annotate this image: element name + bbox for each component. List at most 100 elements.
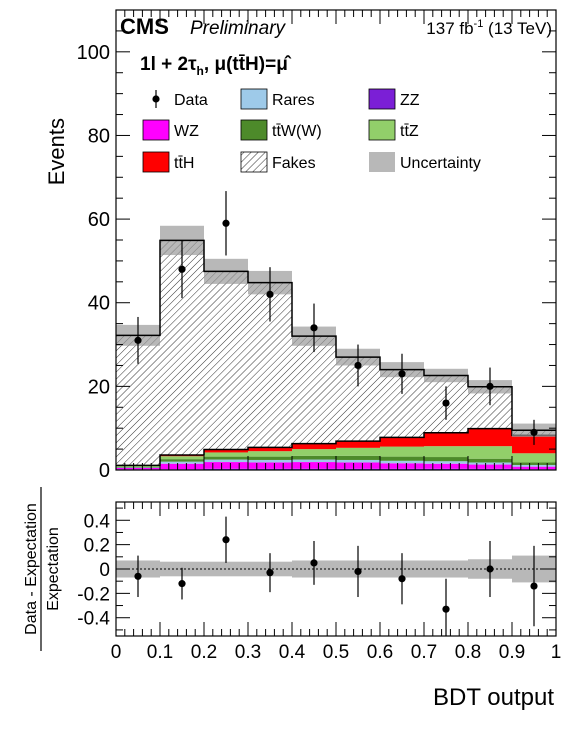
legend-entry-fakes: Fakes bbox=[240, 151, 316, 173]
bar-wz bbox=[160, 463, 204, 470]
legend-swatch bbox=[240, 151, 268, 173]
ratio-point bbox=[310, 559, 318, 567]
ratio-y-tick-label: -0.2 bbox=[77, 584, 110, 605]
experiment-label: CMS bbox=[120, 14, 169, 39]
main-axes: 0 20 40 60 80 100 bbox=[77, 9, 557, 482]
bar-zz bbox=[336, 468, 380, 470]
channel-label: 1l + 2τh, μ(tt̄H)=μ̂ bbox=[140, 54, 292, 78]
bar-fakes bbox=[292, 336, 336, 444]
legend-swatch bbox=[368, 119, 396, 141]
ratio-uncertainty-band bbox=[424, 560, 468, 578]
ratio-y-tick-label: 0.2 bbox=[84, 536, 110, 557]
bar-ttw bbox=[248, 456, 292, 460]
bar-zz bbox=[204, 468, 248, 470]
x-tick-label: 0.9 bbox=[499, 642, 525, 663]
bar-wz bbox=[292, 462, 336, 469]
bar-ttw bbox=[424, 457, 468, 462]
data-point bbox=[134, 336, 142, 344]
bar-ttw bbox=[116, 466, 160, 468]
x-tick-label: 0.6 bbox=[367, 642, 393, 663]
legend-swatch bbox=[240, 119, 268, 141]
ratio-y-tick-label: 0.4 bbox=[84, 511, 111, 532]
bar-ttw bbox=[160, 459, 204, 462]
legend-entry-wz: WZ bbox=[142, 119, 199, 141]
bar-rares bbox=[336, 459, 380, 463]
legend-label: tt̄W(W) bbox=[272, 123, 322, 140]
data-point bbox=[354, 361, 362, 370]
y-tick-label: 0 bbox=[99, 460, 110, 482]
bar-rares bbox=[204, 459, 248, 463]
legend-swatch bbox=[368, 88, 396, 110]
x-axis-title: BDT output bbox=[433, 684, 554, 711]
data-point bbox=[266, 290, 274, 298]
legend-entry-zz: ZZ bbox=[368, 88, 420, 110]
legend-label: Uncertainty bbox=[400, 155, 481, 172]
bar-ttz bbox=[248, 451, 292, 457]
legend-entry-unc: Uncertainty bbox=[369, 152, 481, 172]
bar-rares bbox=[512, 464, 556, 467]
data-point bbox=[442, 399, 450, 407]
signal-outline bbox=[116, 427, 556, 467]
bar-ttz bbox=[160, 456, 204, 460]
bar-rares bbox=[424, 461, 468, 464]
x-tick-label: 0.3 bbox=[235, 642, 261, 663]
legend-entry-ttz: tt̄Z bbox=[368, 119, 419, 141]
ratio-point bbox=[442, 605, 450, 613]
ratio-point bbox=[354, 567, 362, 576]
ratio-point bbox=[134, 572, 142, 580]
bar-ttz bbox=[204, 452, 248, 457]
bar-wz bbox=[204, 462, 248, 469]
bar-fakes bbox=[204, 271, 248, 450]
legend-swatch bbox=[240, 88, 268, 110]
data-point bbox=[486, 382, 494, 390]
bar-wz bbox=[512, 466, 556, 470]
bar-ttz bbox=[380, 446, 424, 457]
total-outline bbox=[116, 239, 556, 432]
bar-wz bbox=[336, 462, 380, 469]
bar-ttz bbox=[424, 446, 468, 458]
legend-label: Fakes bbox=[272, 155, 316, 172]
bar-ttz bbox=[336, 447, 380, 456]
luminosity-label: 137 fb-1 (13 TeV) bbox=[426, 18, 552, 38]
ratio-y-tick-label: -0.4 bbox=[77, 609, 110, 630]
ratio-y-tick-label: 0 bbox=[99, 560, 110, 581]
svg-text:Expectation: Expectation bbox=[45, 527, 62, 611]
y-tick-label: 20 bbox=[88, 376, 110, 398]
bar-ttz bbox=[116, 465, 160, 467]
y-axis-title: Events bbox=[44, 118, 69, 185]
ratio-point bbox=[178, 580, 186, 588]
legend-label: tt̄H bbox=[174, 155, 194, 172]
ratio-y-axis-title: Data - Expectation Expectation bbox=[23, 487, 62, 651]
y-tick-label: 60 bbox=[88, 209, 110, 231]
legend-entry-rares: Rares bbox=[240, 88, 315, 110]
bar-ttz bbox=[512, 453, 556, 463]
bar-zz bbox=[380, 468, 424, 470]
bar-zz bbox=[292, 468, 336, 470]
data-point bbox=[222, 219, 230, 227]
bar-ttw bbox=[380, 456, 424, 461]
legend-entry-tth: tt̄H bbox=[142, 151, 194, 173]
bar-ttw bbox=[292, 455, 336, 460]
legend-entry-data: Data bbox=[152, 90, 208, 109]
bar-rares bbox=[248, 459, 292, 463]
data-point bbox=[310, 324, 318, 332]
y-tick-label: 80 bbox=[88, 125, 110, 147]
bar-ttw bbox=[468, 458, 512, 463]
legend-swatch bbox=[369, 152, 395, 172]
legend-swatch bbox=[142, 151, 170, 173]
bar-wz bbox=[468, 464, 512, 469]
data-point bbox=[178, 265, 186, 273]
bar-ttw bbox=[204, 456, 248, 460]
x-tick-label: 0 bbox=[111, 642, 122, 663]
ratio-point bbox=[266, 569, 274, 577]
legend-label: WZ bbox=[174, 123, 199, 140]
bar-tth bbox=[292, 443, 336, 450]
bar-tth bbox=[248, 447, 292, 452]
bar-wz bbox=[380, 463, 424, 469]
ratio-plot bbox=[116, 516, 556, 636]
bar-rares bbox=[292, 459, 336, 463]
ratio-point bbox=[222, 536, 230, 544]
ratio-point bbox=[398, 575, 406, 583]
y-tick-label: 100 bbox=[77, 42, 110, 64]
